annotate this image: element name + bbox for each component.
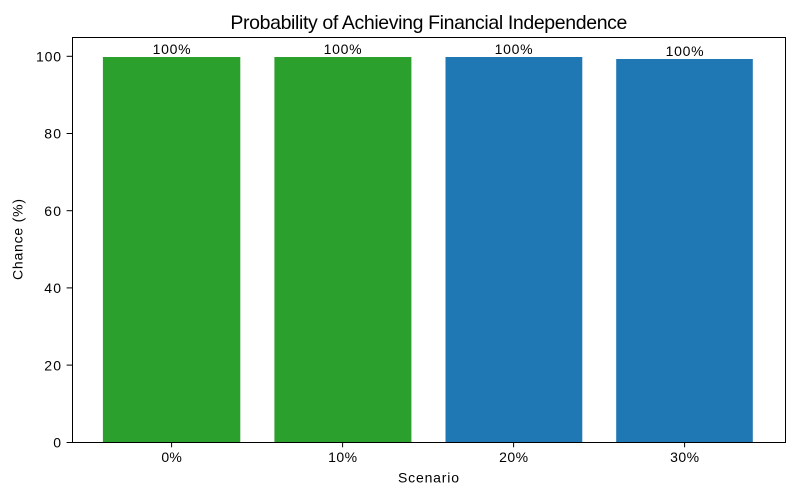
svg-text:100: 100: [36, 48, 61, 64]
svg-text:0: 0: [53, 434, 61, 450]
svg-text:80: 80: [44, 126, 61, 142]
svg-text:Probability of Achieving Finan: Probability of Achieving Financial Indep…: [230, 12, 627, 34]
svg-text:0%: 0%: [161, 449, 182, 465]
svg-text:60: 60: [44, 203, 61, 219]
svg-text:Chance (%): Chance (%): [10, 199, 26, 280]
svg-text:40: 40: [44, 280, 61, 296]
svg-text:100%: 100%: [666, 43, 704, 59]
svg-text:20: 20: [44, 357, 61, 373]
svg-text:100%: 100%: [324, 41, 362, 57]
svg-text:100%: 100%: [495, 41, 533, 57]
svg-text:30%: 30%: [670, 449, 699, 465]
svg-text:20%: 20%: [499, 449, 528, 465]
svg-text:Scenario: Scenario: [398, 470, 459, 486]
svg-text:10%: 10%: [328, 449, 357, 465]
svg-text:100%: 100%: [153, 41, 191, 57]
